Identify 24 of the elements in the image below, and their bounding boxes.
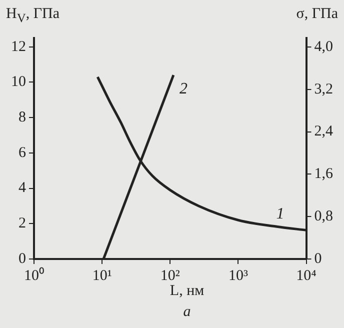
text: a — [182, 304, 192, 321]
y2-axis-title: σ, ГПа — [296, 6, 338, 23]
y-tick-label: 10 — [11, 74, 26, 90]
y2-tick-label: 1,6 — [314, 166, 334, 182]
y-tick-label: 12 — [11, 38, 26, 55]
y2-tick-label: 3,2 — [314, 81, 333, 98]
y-tick-label: 6 — [18, 144, 26, 161]
series-label: 2 — [179, 80, 188, 98]
y2-tick-label: 2,4 — [314, 124, 334, 140]
y-axis-title: H$_{V}$, ГПа — [6, 6, 60, 26]
x-tick-label: 10¹ — [92, 268, 112, 284]
y-tick-label: 8 — [18, 109, 26, 126]
x-axis-title: L, нм — [168, 283, 206, 300]
y2-tick-label: 4,0 — [314, 38, 333, 55]
x-tick-label: 10³ — [228, 268, 248, 284]
x-tick-label: 10⁴ — [296, 268, 316, 284]
y-tick-label: 2 — [18, 216, 26, 232]
x-tick-label: 10⁰ — [24, 266, 44, 284]
series-label: 1 — [276, 205, 284, 222]
x-tick-label: 10² — [160, 268, 180, 284]
y-tick-label: 4 — [18, 180, 26, 196]
y-tick-label: 0 — [18, 250, 26, 267]
y2-tick-label: 0,8 — [314, 208, 333, 225]
y2-tick-label: 0 — [314, 250, 322, 267]
